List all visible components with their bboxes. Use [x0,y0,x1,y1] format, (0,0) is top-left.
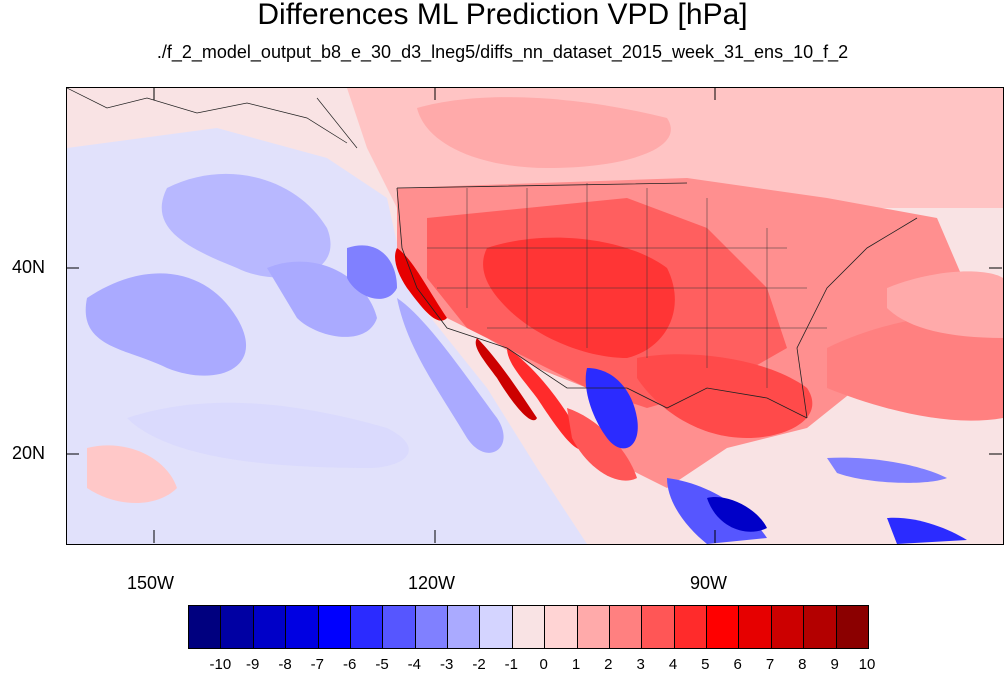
colorbar-swatch [221,606,254,648]
colorbar-swatch [512,606,546,648]
colorbar-swatch [189,606,222,648]
colorbar-swatch [707,606,740,648]
colorbar-tick-label: -9 [245,656,260,673]
colorbar-tick-label: -6 [342,656,357,673]
colorbar-tick-label: 9 [830,656,839,673]
colorbar-tick-label: 7 [765,656,775,673]
colorbar-swatch [545,606,578,648]
colorbar-swatch [253,606,287,648]
colorbar-swatch [771,606,805,648]
colorbar [188,605,869,649]
lon-label-90w: 90W [690,573,728,593]
colorbar-tick-label: 10 [858,656,876,673]
lat-label-40n: 40N [12,257,46,277]
colorbar-tick-label: 1 [571,656,581,673]
colorbar-tick-label: -8 [278,656,292,673]
colorbar-swatch [383,606,416,648]
vpd-difference-field [67,88,1003,544]
colorbar-swatch [674,606,707,648]
lat-label-20n: 20N [12,443,46,463]
colorbar-swatch [350,606,384,648]
colorbar-tick-label: -2 [472,656,486,673]
colorbar-tick-label: -7 [310,656,324,673]
colorbar-tick-label: 3 [636,656,645,673]
colorbar-tick-label: -5 [375,656,389,673]
map-plot-area [66,87,1004,545]
colorbar-tick-label: 0 [539,656,548,673]
colorbar-swatch [480,606,513,648]
colorbar-swatch [804,606,837,648]
colorbar-tick-label: 2 [604,656,613,673]
colorbar-swatch [739,606,772,648]
map-subtitle: ./f_2_model_output_b8_e_30_d3_lneg5/diff… [156,42,849,62]
colorbar-tick-label: -10 [209,656,232,673]
colorbar-tick-label: 8 [798,656,807,673]
colorbar-tick-label: 6 [733,656,742,673]
colorbar-swatch [318,606,351,648]
colorbar-swatch [415,606,448,648]
colorbar-swatch [577,606,610,648]
colorbar-tick-label: -1 [504,656,518,673]
colorbar-swatch [448,606,481,648]
colorbar-tick-label: 4 [668,656,678,673]
colorbar-swatch [836,606,868,648]
colorbar-tick-label: -4 [407,656,421,673]
colorbar-swatch [286,606,319,648]
lon-label-150w: 150W [127,573,175,593]
colorbar-swatch [609,606,643,648]
map-title: Differences ML Prediction VPD [hPa] [257,0,748,31]
colorbar-tick-label: -3 [439,656,454,673]
lon-label-120w: 120W [408,573,456,593]
colorbar-swatch [642,606,675,648]
colorbar-tick-label: 5 [701,656,710,673]
